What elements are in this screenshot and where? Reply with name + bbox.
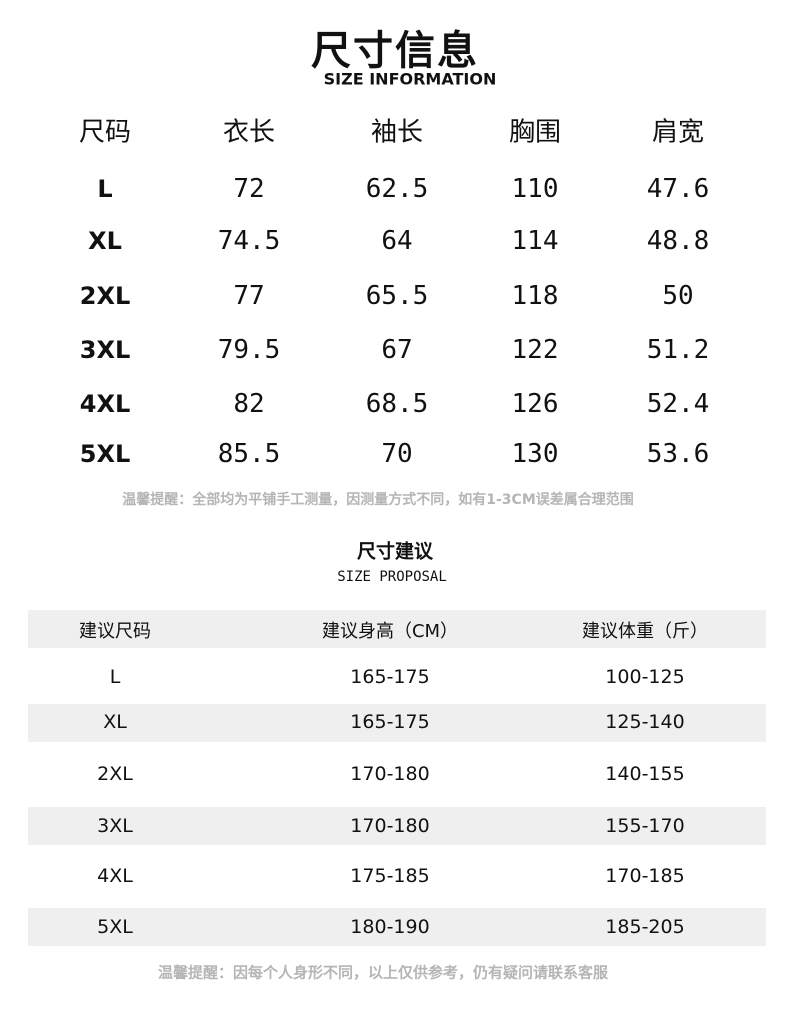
table-cell: 48.8 bbox=[646, 226, 710, 256]
page-title: 尺寸信息 bbox=[311, 28, 479, 74]
table-cell: XL bbox=[103, 711, 127, 733]
table-cell: 53.6 bbox=[646, 439, 710, 469]
proposal-note: 温馨提醒：因每个人身形不同，以上仅供参考，仍有疑问请联系客服 bbox=[157, 963, 609, 982]
column-header: 尺码 bbox=[78, 117, 132, 148]
table-cell: 67 bbox=[381, 335, 413, 365]
table-cell: 70 bbox=[381, 439, 413, 469]
table-cell: 74.5 bbox=[217, 226, 281, 256]
table-cell: 165-175 bbox=[350, 666, 430, 688]
row-band bbox=[28, 610, 766, 648]
table-cell: 170-185 bbox=[605, 865, 685, 887]
table-cell: 51.2 bbox=[646, 335, 710, 365]
table-cell: 4XL bbox=[97, 865, 133, 887]
table-cell: 140-155 bbox=[605, 763, 685, 785]
table-cell: 2XL bbox=[97, 763, 133, 785]
table-cell: 5XL bbox=[79, 440, 131, 468]
table-cell: 155-170 bbox=[605, 815, 685, 837]
table-cell: 3XL bbox=[97, 815, 133, 837]
table-cell: 118 bbox=[511, 281, 559, 311]
table-cell: 110 bbox=[511, 174, 559, 204]
table-cell: 114 bbox=[511, 226, 559, 256]
table-cell: 2XL bbox=[79, 282, 131, 310]
table-cell: 130 bbox=[511, 439, 559, 469]
row-band bbox=[28, 704, 766, 742]
column-header: 建议尺码 bbox=[79, 621, 151, 642]
table-cell: L bbox=[109, 666, 121, 688]
table-cell: 165-175 bbox=[350, 711, 430, 733]
table-cell: 72 bbox=[233, 174, 265, 204]
table-cell: 4XL bbox=[79, 390, 131, 418]
table-cell: 52.4 bbox=[646, 389, 710, 419]
table-cell: 68.5 bbox=[365, 389, 429, 419]
proposal-title: 尺寸建议 bbox=[356, 540, 434, 563]
table-cell: 122 bbox=[511, 335, 559, 365]
column-header: 袖长 bbox=[370, 117, 424, 148]
column-header: 肩宽 bbox=[651, 117, 705, 148]
table-cell: 180-190 bbox=[350, 916, 430, 938]
size-note: 温馨提醒：全部均为平铺手工测量，因测量方式不同，如有1-3CM误差属合理范围 bbox=[122, 492, 634, 508]
table-cell: 85.5 bbox=[217, 439, 281, 469]
proposal-subtitle: SIZE PROPOSAL bbox=[337, 569, 447, 585]
column-header: 建议身高（CM） bbox=[321, 621, 459, 642]
table-cell: 126 bbox=[511, 389, 559, 419]
table-cell: 79.5 bbox=[217, 335, 281, 365]
row-band bbox=[28, 807, 766, 845]
table-cell: 65.5 bbox=[365, 281, 429, 311]
table-cell: 175-185 bbox=[350, 865, 430, 887]
table-cell: 170-180 bbox=[350, 763, 430, 785]
table-cell: 62.5 bbox=[365, 174, 429, 204]
table-cell: 77 bbox=[233, 281, 265, 311]
row-band bbox=[28, 908, 766, 946]
table-cell: 170-180 bbox=[350, 815, 430, 837]
table-cell: 5XL bbox=[97, 916, 133, 938]
table-cell: 185-205 bbox=[605, 916, 685, 938]
table-cell: 100-125 bbox=[605, 666, 685, 688]
column-header: 建议体重（斤） bbox=[582, 621, 708, 642]
page-subtitle: SIZE INFORMATION bbox=[323, 69, 497, 89]
table-cell: 125-140 bbox=[605, 711, 685, 733]
table-cell: 47.6 bbox=[646, 174, 710, 204]
table-cell: L bbox=[97, 175, 113, 203]
table-cell: XL bbox=[88, 227, 122, 255]
table-cell: 82 bbox=[233, 389, 265, 419]
table-cell: 50 bbox=[662, 281, 694, 311]
column-header: 胸围 bbox=[508, 117, 562, 148]
table-cell: 3XL bbox=[79, 336, 131, 364]
column-header: 衣长 bbox=[222, 117, 276, 148]
table-cell: 64 bbox=[381, 226, 413, 256]
